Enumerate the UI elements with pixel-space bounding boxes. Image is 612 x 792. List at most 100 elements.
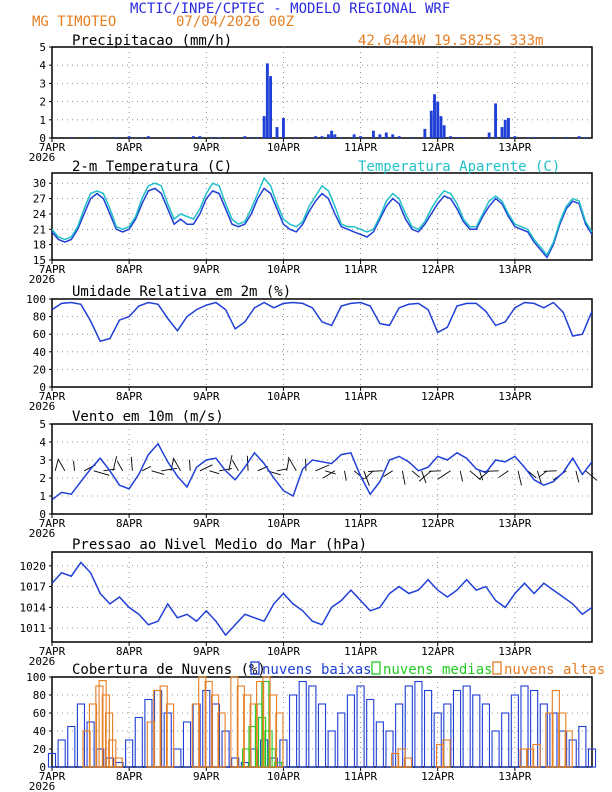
cloud-bar-0 <box>491 730 500 768</box>
wind-frame <box>51 423 593 515</box>
header-run: 07/04/2026 00Z <box>176 14 294 30</box>
precip-bar <box>230 137 234 138</box>
precip-bar <box>577 136 581 138</box>
x-year-label: 2026 <box>29 780 56 792</box>
precip-bar <box>526 137 530 138</box>
wind-arrow <box>325 470 336 475</box>
cloud-bar-0 <box>578 725 587 768</box>
x-tick-label: 8APR <box>116 770 143 783</box>
cloud-bar-0 <box>433 712 442 768</box>
cloud-bar-2 <box>191 703 200 768</box>
legend-high-swatch <box>492 661 502 675</box>
precip-bar <box>127 136 131 138</box>
wind-arrow <box>363 470 370 486</box>
precip-bar <box>333 134 337 138</box>
cloud-bar-0 <box>57 739 66 768</box>
y-tick-label: 80 <box>33 689 46 702</box>
x-tick-label: 12APR <box>421 263 454 276</box>
x-tick-label: 11APR <box>344 390 377 403</box>
wind-arrow <box>57 458 66 472</box>
x-tick-label: 8APR <box>116 645 143 658</box>
y-tick-label: 5 <box>39 418 46 431</box>
wind-arrow <box>322 470 336 479</box>
y-tick-label: 1011 <box>20 622 47 635</box>
precip-bar <box>397 136 401 138</box>
wind-arrow <box>364 470 374 480</box>
cloud-bar-2 <box>198 676 207 768</box>
x-tick-label: 10APR <box>267 517 300 530</box>
wind-arrow <box>286 457 290 471</box>
cloud-bar-0 <box>539 703 548 768</box>
precip-bar <box>391 134 395 138</box>
series-line-1 <box>51 176 593 257</box>
cloud-bar-2 <box>82 730 91 768</box>
cloud-bar-2 <box>204 680 213 768</box>
wind-arrow <box>161 467 178 472</box>
legend-mid-label: nuvens medias <box>383 662 493 678</box>
header-station: MG TIMOTEO <box>32 14 116 30</box>
precip-bar <box>532 137 536 138</box>
y-tick-label: 1 <box>39 490 46 503</box>
cloud-bar-0 <box>173 748 182 768</box>
cloud-bar-0 <box>134 716 143 768</box>
cloud-bar-0 <box>404 685 413 768</box>
precip-bar <box>461 137 465 138</box>
precip-bar <box>378 134 382 138</box>
cloud-bar-2 <box>153 689 162 768</box>
precip-bar <box>506 117 510 138</box>
wind-arrow <box>170 458 175 471</box>
x-tick-label: 7APR <box>39 263 66 276</box>
cloud-bar-0 <box>452 689 462 768</box>
y-tick-label: 60 <box>33 707 46 720</box>
y-tick-label: 0 <box>39 761 46 774</box>
wind-arrow <box>401 470 406 485</box>
cloud-bar-0 <box>288 694 298 768</box>
legend-low-label: nuvens baixas <box>262 662 372 678</box>
wind-arrow <box>112 456 118 471</box>
precip-bar <box>114 137 118 138</box>
y-tick-label: 4 <box>39 59 46 72</box>
precip-bar <box>243 136 247 138</box>
precip-bar <box>166 137 170 138</box>
precip-panel: Precipitacao (mm/h) 0 1 2 3 4 5 7APR 8APR 9APR 10… <box>29 33 593 164</box>
x-tick-label: 12APR <box>421 645 454 658</box>
x-year-label: 2026 <box>29 273 56 286</box>
temp-frame <box>51 172 593 261</box>
cloud-bar-2 <box>564 730 573 768</box>
y-tick-label: 2 <box>39 472 46 485</box>
x-year-label: 2026 <box>29 151 56 164</box>
y-tick-label: 1014 <box>20 601 47 614</box>
x-tick-label: 9APR <box>193 517 220 530</box>
wind-arrow <box>73 460 75 471</box>
cloud-bar-0 <box>501 712 510 768</box>
wind-arrow <box>141 465 152 472</box>
wind-arrow <box>54 460 59 471</box>
x-tick-label: 8APR <box>116 390 143 403</box>
y-tick-label: 24 <box>33 208 47 221</box>
x-tick-label: 10APR <box>267 141 300 154</box>
cloud-bar-2 <box>243 694 252 768</box>
header-location: 42.6444W 19.5825S 333m <box>358 33 543 49</box>
cloud-bar-2 <box>108 739 117 768</box>
y-tick-label: 1 <box>39 114 46 127</box>
precip-bar <box>320 136 324 138</box>
wind-arrow <box>130 456 133 471</box>
cloud-bar-2 <box>403 757 413 768</box>
cloud-bar-0 <box>182 721 192 768</box>
wind-arrow <box>536 470 542 485</box>
precip-bar <box>191 136 195 138</box>
cloud-bar-2 <box>551 689 560 768</box>
wind-arrow <box>585 470 598 481</box>
wind-arrow <box>411 470 420 478</box>
cloud-bar-0 <box>346 694 356 768</box>
y-tick-label: 27 <box>33 193 46 206</box>
precip-bar <box>326 134 330 138</box>
cloud-bar-0 <box>125 739 134 768</box>
cloud-bar-2 <box>558 712 567 768</box>
wind-arrow <box>538 470 548 478</box>
legend-high-label: nuvens altas <box>504 662 605 678</box>
y-tick-label: 60 <box>33 328 46 341</box>
y-tick-label: 80 <box>33 311 46 324</box>
wind-arrow <box>116 461 124 472</box>
